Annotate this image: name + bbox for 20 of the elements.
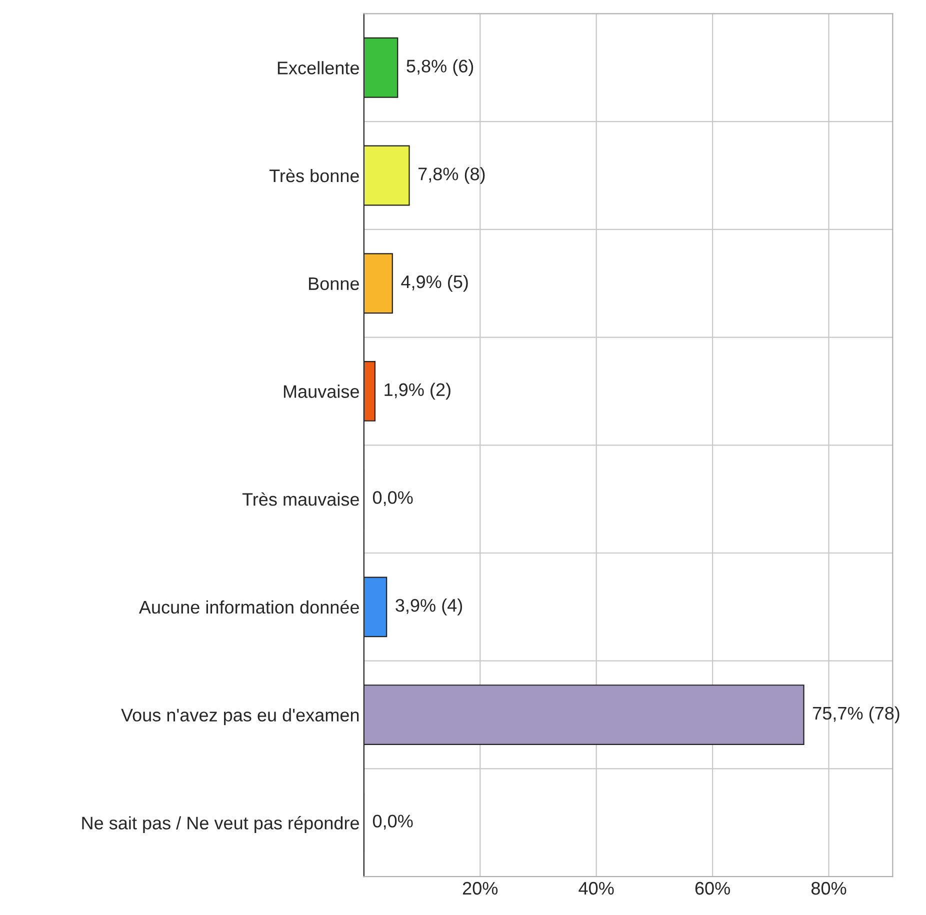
y-tick-label: Vous n'avez pas eu d'examen xyxy=(121,708,359,726)
y-tick-label: Bonne xyxy=(309,277,359,290)
y-tick-label: Très bonne xyxy=(270,168,359,182)
data-label: 7,8% (8) xyxy=(418,167,485,184)
data-label: 4,9% (5) xyxy=(401,274,468,292)
y-tick-label: Très mauvaise xyxy=(242,492,359,506)
data-label: 3,9% (4) xyxy=(396,598,462,616)
x-tick-label: 80% xyxy=(811,882,846,895)
data-label: 0,0% xyxy=(372,814,413,830)
y-tick-label: Mauvaise xyxy=(284,384,359,398)
y-tick-label: Aucune information donnée xyxy=(138,600,359,614)
data-label: 0,0% xyxy=(372,491,413,506)
x-tick-label: 20% xyxy=(462,882,498,895)
y-tick-label: Ne sait pas / Ne veut pas répondre xyxy=(82,816,359,834)
x-tick-label: 40% xyxy=(578,882,614,895)
y-tick-label: Excellente xyxy=(278,61,359,74)
data-label: 5,8% (6) xyxy=(406,59,474,76)
data-label: 75,7% (78) xyxy=(813,706,900,724)
x-tick-label: 60% xyxy=(695,882,730,895)
data-label: 1,9% (2) xyxy=(384,382,450,400)
